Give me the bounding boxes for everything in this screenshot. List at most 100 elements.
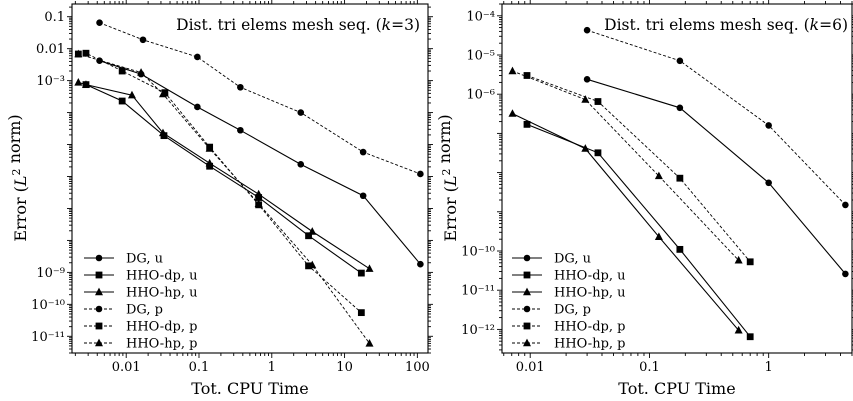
y-tick-label: 10⁻¹¹: [461, 284, 495, 299]
data-point-dg-u: [583, 75, 591, 83]
data-point-hho-hp-u: [254, 189, 263, 198]
series-line-hho-dp-u: [526, 123, 751, 338]
legend-marker: [523, 305, 531, 313]
data-point-hho-dp-p: [82, 49, 90, 57]
data-point-hho-dp-u: [523, 120, 531, 128]
legend-item-dg-u: DG, u: [84, 252, 163, 267]
legend-marker: [95, 271, 103, 279]
chart-title-left: Dist. tri elems mesh seq. (k=3): [176, 16, 420, 34]
legend-label: HHO-dp, p: [126, 320, 197, 335]
data-point-hho-hp-u: [581, 144, 590, 152]
y-tick-label: 10⁻¹²: [461, 323, 495, 338]
legend-label: DG, p: [554, 303, 591, 318]
y-tick-label: 0.1: [44, 10, 65, 25]
data-point-dg-p: [297, 109, 305, 116]
data-point-hho-hp-p: [734, 255, 743, 264]
data-point-hho-hp-p: [508, 66, 517, 75]
y-tick-label: 0.01: [36, 42, 65, 57]
legend-label: DG, u: [554, 252, 591, 267]
y-tick-label: 10⁻³: [36, 74, 65, 89]
data-point-dg-p: [194, 53, 201, 61]
series-line-hho-hp-p: [512, 70, 739, 261]
series-line-dg-u: [586, 78, 846, 275]
y-tick-label: 10⁻⁶: [466, 88, 495, 103]
data-point-hho-dp-u: [118, 97, 126, 105]
data-point-hho-dp-p: [118, 67, 126, 75]
data-point-dg-u: [194, 103, 201, 111]
data-point-hho-hp-u: [308, 227, 317, 235]
legend-marker: [523, 254, 531, 262]
data-point-dg-p: [237, 83, 244, 91]
data-point-hho-dp-u: [746, 333, 754, 341]
series-line-hho-hp-p: [78, 53, 370, 344]
data-point-dg-u: [765, 179, 772, 187]
series-line-hho-dp-p: [78, 52, 362, 313]
data-point-hho-hp-p: [581, 95, 590, 103]
data-point-dg-u: [359, 192, 367, 200]
legend-item-hho-hp-u: HHO-hp, u: [84, 286, 198, 301]
data-point-hho-hp-u: [74, 78, 83, 86]
data-point-hho-hp-u: [654, 232, 663, 241]
data-point-hho-dp-p: [594, 98, 602, 105]
legend-label: HHO-hp, u: [554, 286, 626, 301]
series-line-hho-hp-u: [78, 81, 370, 270]
legend-item-dg-u: DG, u: [512, 252, 591, 267]
legend-item-hho-dp-p: HHO-dp, p: [512, 320, 625, 335]
data-point-dg-u: [417, 260, 424, 268]
data-point-hho-hp-u: [81, 80, 90, 88]
legend-label: HHO-hp, u: [126, 286, 198, 301]
data-point-dg-u: [842, 270, 849, 278]
legend-marker: [95, 305, 103, 313]
data-point-hho-hp-p: [365, 338, 374, 347]
legend-marker: [95, 338, 103, 347]
legend-item-hho-dp-p: HHO-dp, p: [84, 320, 197, 335]
legend-label: HHO-dp, p: [554, 320, 625, 335]
legend-left: DG, u HHO-dp, u HHO-hp, u DG, p HHO-dp, p HHO…: [84, 252, 198, 352]
data-point-dg-u: [297, 161, 305, 168]
legend-item-hho-dp-u: HHO-dp, u: [512, 269, 625, 284]
legend-marker: [523, 287, 531, 296]
data-point-hho-hp-p: [254, 199, 263, 207]
data-point-hho-dp-u: [357, 269, 365, 277]
data-point-dg-p: [676, 57, 684, 65]
data-point-hho-dp-p: [523, 72, 531, 79]
chart-title-right: Dist. tri elems mesh seq. (k=6): [604, 16, 848, 34]
x-tick-label: 1: [765, 360, 773, 375]
data-point-dg-p: [583, 26, 591, 34]
x-tick-label: 1: [268, 360, 276, 375]
data-point-dg-p: [96, 19, 103, 26]
y-tick-label: 10⁻¹⁰: [31, 298, 65, 313]
x-tick-label: 0.1: [189, 360, 210, 375]
series-line-dg-p: [586, 29, 846, 206]
y-tick-label: 10⁻⁵: [466, 49, 495, 64]
data-point-dg-p: [417, 170, 424, 178]
y-tick-label: 10⁻¹¹: [31, 330, 65, 345]
legend-label: DG, p: [126, 303, 163, 318]
data-point-dg-u: [237, 126, 244, 134]
data-point-dg-p: [359, 148, 367, 156]
data-point-hho-hp-p: [137, 68, 146, 76]
series-line-hho-dp-u: [85, 84, 362, 274]
series-line-dg-u: [99, 60, 421, 265]
series-line-hho-dp-p: [526, 75, 751, 263]
data-point-hho-hp-p: [308, 260, 317, 269]
x-tick-label: 10: [336, 360, 353, 375]
data-point-hho-hp-u: [127, 90, 136, 99]
chart-right: 0.01 0.1 1 10⁻⁴ 10⁻⁵ 10⁻⁶ 10⁻¹⁰ 10⁻¹¹ 10⁻¹² Dist…: [435, 0, 853, 398]
data-point-hho-dp-u: [255, 194, 263, 201]
plot-frame-left: [71, 3, 429, 354]
y-axis-label-right: Error (L2 norm): [435, 114, 460, 241]
x-tick-label: 0.1: [639, 360, 660, 375]
series-line-dg-p: [99, 22, 421, 175]
data-point-hho-dp-p: [305, 262, 312, 270]
y-tick-label: 10⁻⁴: [466, 9, 495, 24]
legend-label: HHO-dp, u: [554, 269, 625, 284]
legend-item-hho-hp-u: HHO-hp, u: [512, 286, 626, 301]
legend-marker: [95, 322, 103, 330]
data-point-hho-dp-p: [746, 258, 754, 266]
data-point-hho-dp-p: [357, 309, 365, 317]
legend-label: DG, u: [126, 252, 163, 267]
legend-label: HHO-hp, p: [554, 337, 625, 352]
legend-marker: [523, 322, 531, 330]
